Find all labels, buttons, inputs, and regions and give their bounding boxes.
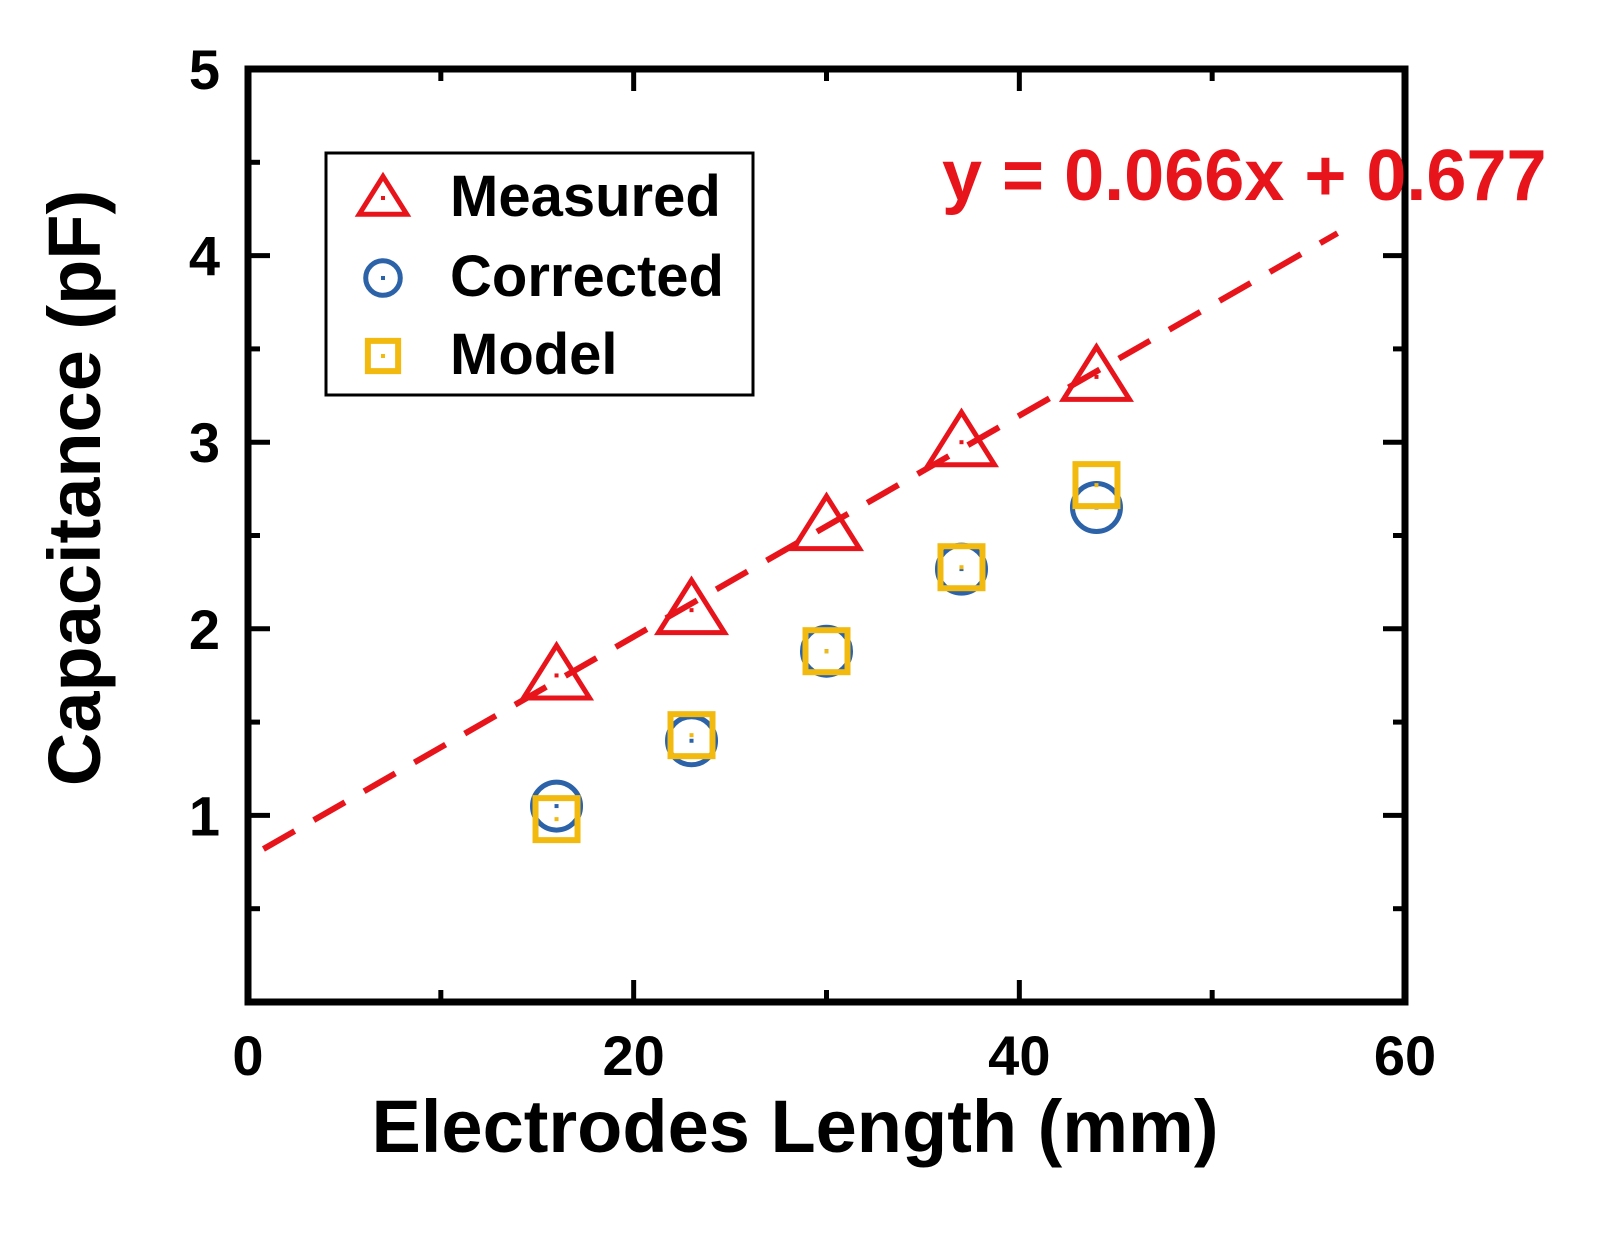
x-tick-label: 20 xyxy=(603,1024,665,1087)
marker-measured xyxy=(653,575,730,636)
marker-model-shape xyxy=(802,627,851,676)
legend-symbol-corrected xyxy=(363,258,403,298)
x-axis-title: Electrodes Length (mm) xyxy=(372,1085,1219,1168)
marker-model-center-dot xyxy=(554,817,559,822)
legend-symbol-measured-shape xyxy=(354,171,412,217)
fit-equation: y = 0.066x + 0.677 xyxy=(942,136,1547,216)
y-tick-label: 5 xyxy=(189,38,220,101)
marker-model-shape xyxy=(1072,461,1121,510)
legend-symbol-corrected-center-dot xyxy=(381,276,385,280)
marker-model-center-dot xyxy=(959,565,964,570)
legend-marker-corrected xyxy=(363,258,403,298)
marker-measured-center-dot xyxy=(824,524,829,529)
y-axis-title: Capacitance (pF) xyxy=(33,190,116,786)
y-tick-label: 2 xyxy=(189,598,220,661)
legend-label-measured: Measured xyxy=(450,164,721,229)
legend-symbol-measured xyxy=(354,171,412,217)
marker-model-center-dot xyxy=(824,649,829,654)
legend-symbol-measured-center-dot xyxy=(381,196,385,200)
marker-model xyxy=(802,627,851,676)
marker-model-center-dot xyxy=(689,733,694,738)
marker-measured xyxy=(519,640,595,701)
marker-model xyxy=(937,543,986,592)
marker-measured-center-dot xyxy=(554,673,559,678)
marker-measured-shape xyxy=(653,575,730,636)
legend: Measured Corrected Model xyxy=(324,151,755,397)
legend-symbol-model xyxy=(364,337,402,375)
data-markers xyxy=(519,342,1134,844)
marker-measured-shape xyxy=(923,407,1000,468)
marker-measured xyxy=(923,407,1000,468)
legend-symbol-corrected-shape xyxy=(363,258,403,298)
marker-measured-center-dot xyxy=(689,608,694,613)
marker-measured xyxy=(1058,342,1134,402)
legend-marker-model xyxy=(364,337,402,375)
marker-model-shape xyxy=(532,795,581,844)
marker-measured-center-dot xyxy=(1094,374,1099,379)
tick-labels: 0 20 40 60 1 2 3 4 5 xyxy=(189,38,1436,1087)
marker-measured-shape xyxy=(788,491,865,552)
marker-model-shape xyxy=(667,711,716,760)
legend-label-model: Model xyxy=(450,322,618,387)
marker-model xyxy=(532,795,581,844)
x-tick-label: 40 xyxy=(988,1024,1050,1087)
legend-marker-measured xyxy=(354,171,412,217)
marker-measured-shape xyxy=(519,640,595,701)
marker-model xyxy=(1072,461,1121,510)
marker-corrected-center-dot xyxy=(554,804,559,809)
y-tick-label: 1 xyxy=(189,784,220,847)
y-tick-label: 3 xyxy=(189,411,220,474)
marker-measured-center-dot xyxy=(959,440,964,445)
marker-corrected-center-dot xyxy=(689,738,694,743)
marker-measured xyxy=(788,491,865,552)
legend-symbol-model-shape xyxy=(364,337,402,375)
marker-model-shape xyxy=(937,543,986,592)
marker-measured-shape xyxy=(1058,342,1134,402)
legend-label-corrected: Corrected xyxy=(450,244,724,309)
legend-symbol-model-center-dot xyxy=(381,354,385,358)
marker-model-center-dot xyxy=(1094,483,1099,488)
axis-ticks xyxy=(245,69,1408,1002)
x-tick-label: 0 xyxy=(232,1024,263,1087)
x-tick-label: 60 xyxy=(1374,1024,1436,1087)
fit-line xyxy=(261,230,1340,852)
y-tick-label: 4 xyxy=(189,225,220,288)
marker-model xyxy=(667,711,716,760)
